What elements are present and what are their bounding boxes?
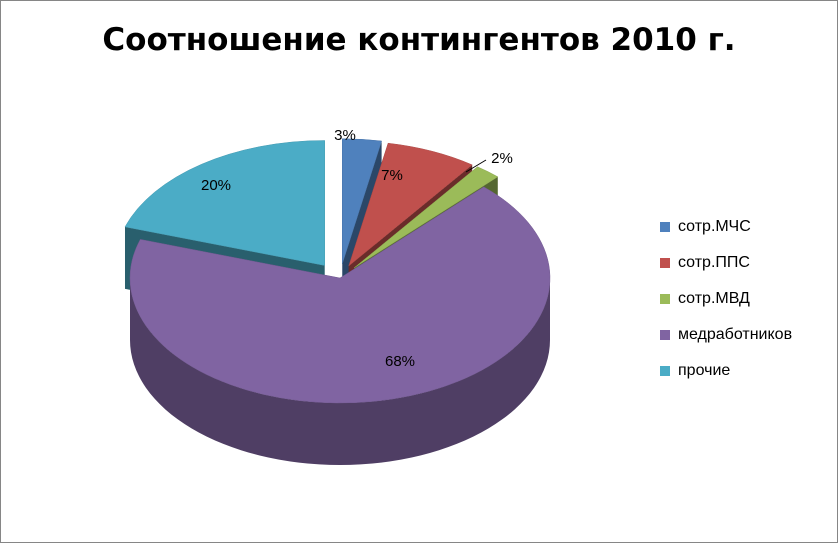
pie-slice-медработников bbox=[129, 186, 551, 404]
legend: сотр.МЧС сотр.ППС сотр.МВД медработников про… bbox=[660, 218, 792, 398]
legend-swatch bbox=[660, 366, 670, 376]
leader-line bbox=[465, 159, 487, 173]
pie-tops bbox=[124, 138, 551, 404]
pie-slice-rim-3 bbox=[130, 278, 550, 465]
legend-item: сотр.МЧС bbox=[660, 218, 792, 236]
legend-item: прочие bbox=[660, 362, 792, 380]
legend-label: медработников bbox=[678, 326, 793, 343]
legend-item: сотр.МВД bbox=[660, 290, 792, 308]
pie-data-label: 20% bbox=[201, 177, 231, 194]
pie-slice-сотр.ППС bbox=[348, 142, 473, 267]
pie-data-label: 3% bbox=[334, 127, 356, 144]
legend-label: прочие bbox=[678, 362, 731, 379]
legend-label: сотр.МЧС bbox=[678, 218, 751, 235]
legend-swatch bbox=[660, 330, 670, 340]
pie-labels: 3% 7% 2% 68% 20% bbox=[201, 127, 513, 370]
legend-swatch bbox=[660, 258, 670, 268]
legend-swatch bbox=[660, 294, 670, 304]
pie-slice-сотр.МЧС bbox=[342, 138, 382, 264]
legend-label: сотр.ППС bbox=[678, 254, 750, 271]
pie-data-label: 2% bbox=[491, 150, 513, 167]
legend-item: сотр.ППС bbox=[660, 254, 792, 272]
chart-title: Соотношение контингентов 2010 г. bbox=[102, 22, 736, 58]
pie-data-label: 68% bbox=[385, 353, 415, 370]
legend-item: медработников bbox=[660, 326, 792, 344]
pie-slice-прочие bbox=[124, 140, 325, 266]
legend-swatch bbox=[660, 222, 670, 232]
pie-data-label: 7% bbox=[381, 167, 403, 184]
legend-label: сотр.МВД bbox=[678, 290, 750, 307]
pie-slice-сотр.МВД bbox=[353, 166, 499, 269]
